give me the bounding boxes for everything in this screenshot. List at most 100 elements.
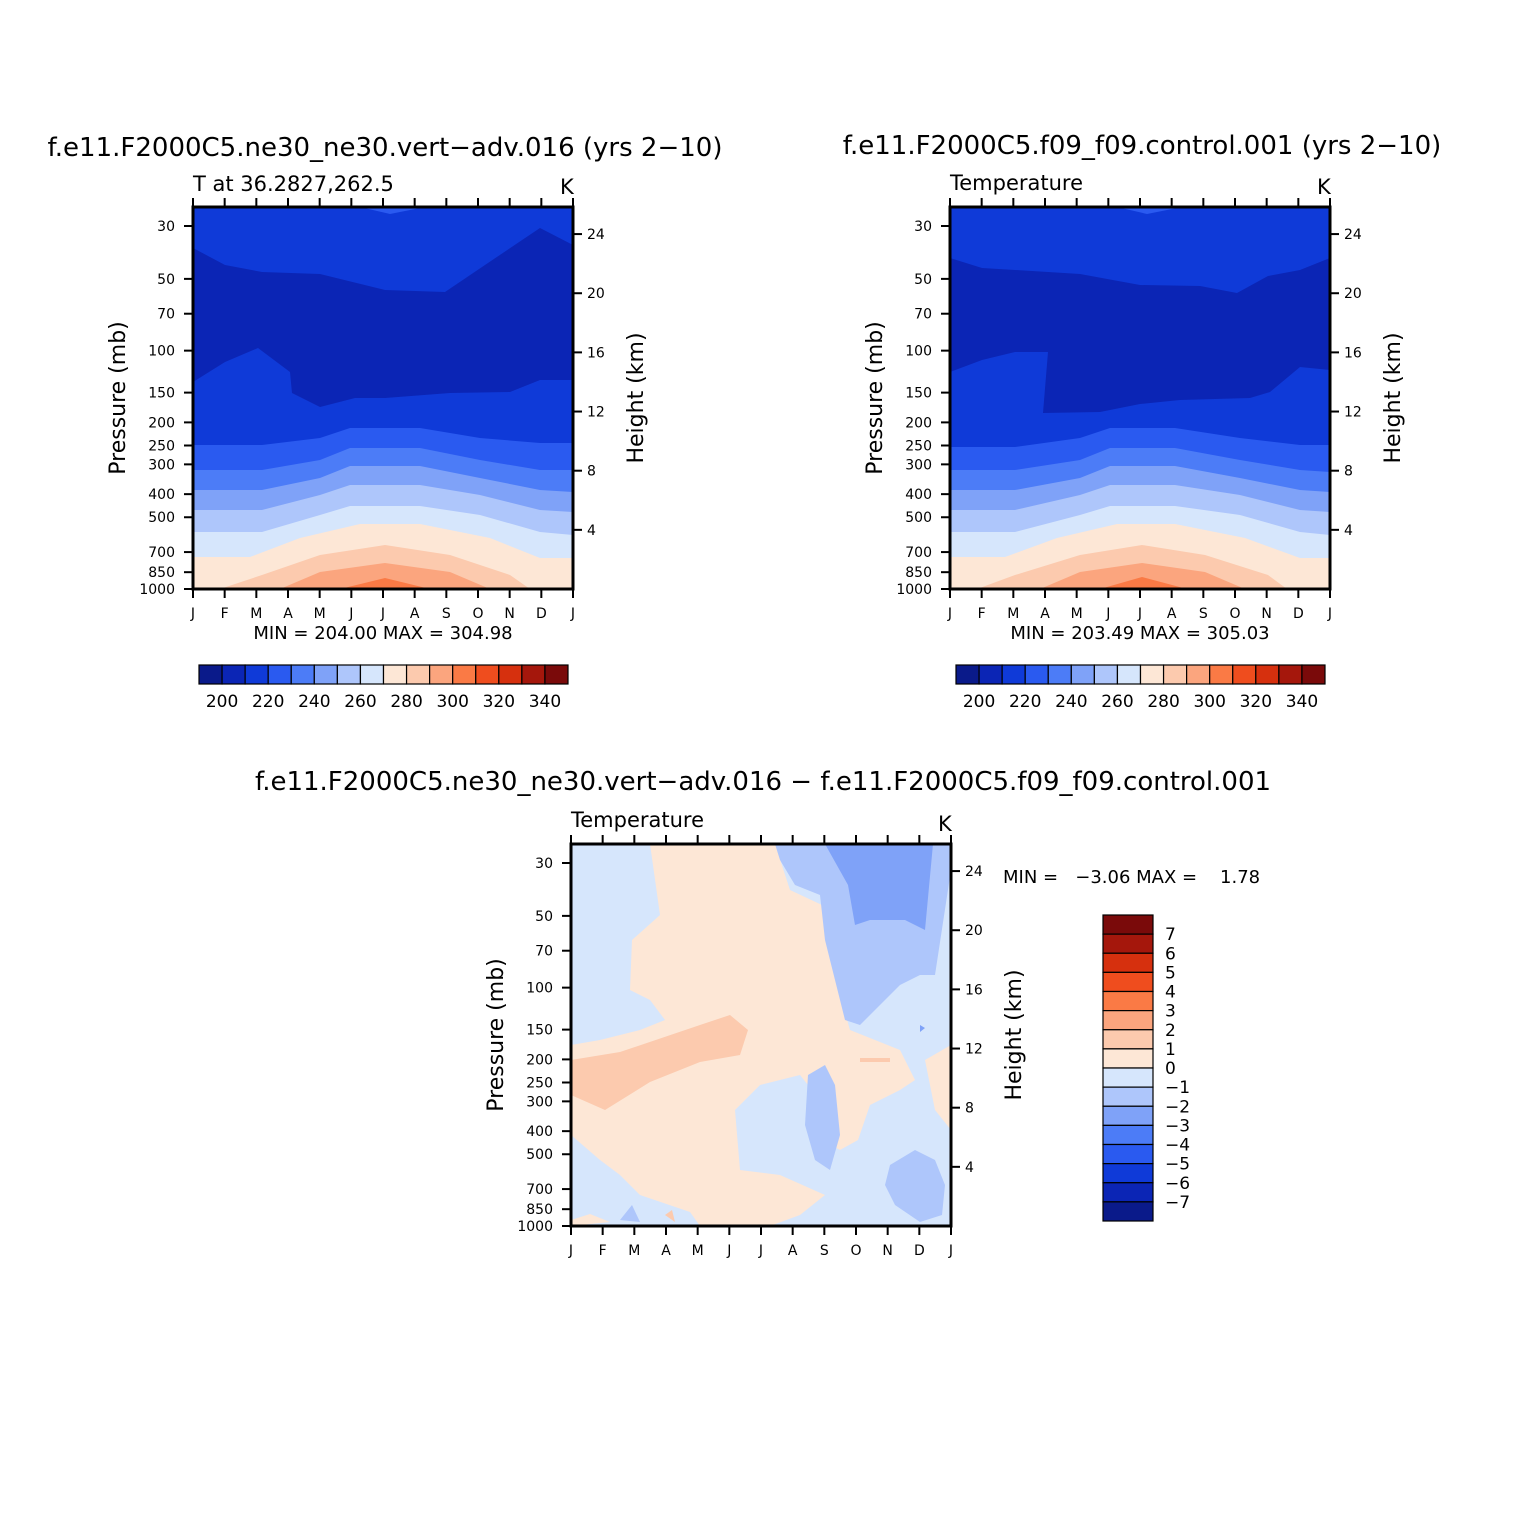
panel-2: f.e11.F2000C5.f09_f09.control.001 (yrs 2… — [843, 131, 1442, 712]
panel-2-subtitle: Temperature — [949, 171, 1083, 195]
colorbar-swatch — [1102, 1124, 1154, 1146]
colorbar-swatch — [405, 664, 431, 685]
y-tick-label: 850 — [148, 565, 175, 581]
colorbar-swatch — [475, 664, 500, 685]
panel-2-ylabel-right: Height (km) — [1381, 332, 1406, 463]
colorbar-label: 6 — [1165, 944, 1176, 964]
panel-3-ylabel: Pressure (mb) — [484, 958, 509, 1112]
y-tick-label: 300 — [526, 1094, 553, 1110]
y-right-tick-label: 24 — [965, 864, 983, 880]
panel-1-minmax: MIN = 204.00 MAX = 304.98 — [253, 623, 512, 644]
x-tick-label: M — [250, 606, 262, 622]
colorbar-label: 3 — [1165, 1002, 1176, 1022]
colorbar-label: 2 — [1165, 1021, 1176, 1041]
panel-2-title: f.e11.F2000C5.f09_f09.control.001 (yrs 2… — [843, 131, 1442, 161]
y-right-tick-label: 16 — [1344, 345, 1362, 361]
colorbar-label: 7 — [1165, 925, 1176, 945]
colorbar-label: −6 — [1165, 1174, 1190, 1194]
colorbar-label: 220 — [252, 692, 284, 712]
colorbar-swatch — [267, 664, 292, 685]
y-right-tick-label: 8 — [965, 1101, 974, 1117]
y-tick-label: 1000 — [517, 1219, 553, 1235]
y-tick-label: 100 — [905, 344, 932, 360]
y-tick-label: 150 — [148, 386, 175, 402]
colorbar-swatch — [1102, 1182, 1154, 1203]
x-tick-label: A — [1167, 606, 1177, 622]
y-right-tick-label: 4 — [965, 1160, 974, 1176]
panel-3-units: K — [938, 812, 953, 836]
x-tick-label: F — [599, 1243, 607, 1259]
x-tick-label: J — [1137, 606, 1142, 622]
x-tick-label: J — [380, 606, 385, 622]
colorbar-label: 260 — [1101, 692, 1133, 712]
y-tick-label: 70 — [157, 307, 175, 323]
y-tick-label: 150 — [905, 386, 932, 402]
y-tick-label: 50 — [914, 272, 932, 288]
y-right-tick-label: 16 — [587, 345, 605, 361]
x-tick-label: O — [850, 1243, 861, 1259]
colorbar-swatch — [1102, 1029, 1154, 1050]
x-tick-label: S — [442, 606, 451, 622]
x-tick-label: M — [1007, 606, 1019, 622]
colorbar-label: 220 — [1009, 692, 1041, 712]
colorbar-label: −2 — [1165, 1097, 1190, 1117]
colorbar-label: −4 — [1165, 1136, 1190, 1156]
colorbar-swatch — [1278, 664, 1303, 685]
y-tick-label: 30 — [914, 219, 932, 235]
colorbar-swatch — [1070, 664, 1095, 685]
colorbar-label: 300 — [436, 692, 468, 712]
colorbar-label: 320 — [1240, 692, 1272, 712]
y-right-tick-label: 20 — [587, 286, 605, 302]
colorbar-swatch — [429, 664, 454, 685]
x-tick-label: A — [410, 606, 420, 622]
y-tick-label: 400 — [526, 1124, 553, 1140]
colorbar-swatch — [1102, 1086, 1154, 1107]
colorbar-swatch — [198, 664, 223, 685]
y-right-tick-label: 20 — [965, 923, 983, 939]
y-tick-label: 250 — [148, 438, 175, 454]
colorbar-label: 4 — [1165, 983, 1176, 1003]
colorbar-label: 0 — [1165, 1059, 1176, 1079]
y-tick-label: 100 — [526, 981, 553, 997]
x-tick-label: M — [692, 1243, 704, 1259]
x-tick-label: S — [820, 1243, 829, 1259]
colorbar-swatch — [336, 664, 362, 685]
y-tick-label: 500 — [148, 510, 175, 526]
y-right-tick-label: 24 — [587, 227, 605, 243]
y-right-tick-label: 20 — [1344, 286, 1362, 302]
x-tick-label: M — [1071, 606, 1083, 622]
colorbar-swatch — [1102, 1010, 1154, 1031]
colorbar-swatch — [1102, 1048, 1154, 1069]
colorbar-swatch — [452, 664, 477, 685]
colorbar-label: −3 — [1165, 1116, 1190, 1136]
x-tick-label: D — [536, 606, 547, 622]
colorbar-label: 200 — [206, 692, 238, 712]
colorbar-swatch — [1102, 1201, 1154, 1222]
y-right-tick-label: 24 — [1344, 227, 1362, 243]
x-tick-label: S — [1199, 606, 1208, 622]
y-right-tick-label: 12 — [965, 1042, 983, 1058]
colorbar-label: 240 — [298, 692, 330, 712]
panel-1: f.e11.F2000C5.ne30_ne30.vert−adv.016 (yr… — [48, 133, 723, 712]
y-tick-label: 700 — [526, 1182, 553, 1198]
y-tick-label: 200 — [148, 415, 175, 431]
colorbar-swatch — [313, 664, 338, 685]
colorbar-swatch — [1102, 914, 1154, 935]
colorbar-label: 200 — [963, 692, 995, 712]
panel-3-minmax: MIN = −3.06 MAX = 1.78 — [1003, 867, 1260, 888]
x-tick-label: J — [348, 606, 353, 622]
colorbar-label: −7 — [1165, 1193, 1190, 1213]
colorbar-swatch — [1102, 933, 1154, 954]
y-tick-label: 250 — [526, 1075, 553, 1091]
colorbar-swatch — [544, 664, 569, 685]
colorbar-label: 300 — [1193, 692, 1225, 712]
x-tick-label: D — [914, 1243, 925, 1259]
y-tick-label: 850 — [526, 1202, 553, 1218]
panel-2-ylabel: Pressure (mb) — [863, 321, 888, 475]
y-tick-label: 200 — [905, 415, 932, 431]
